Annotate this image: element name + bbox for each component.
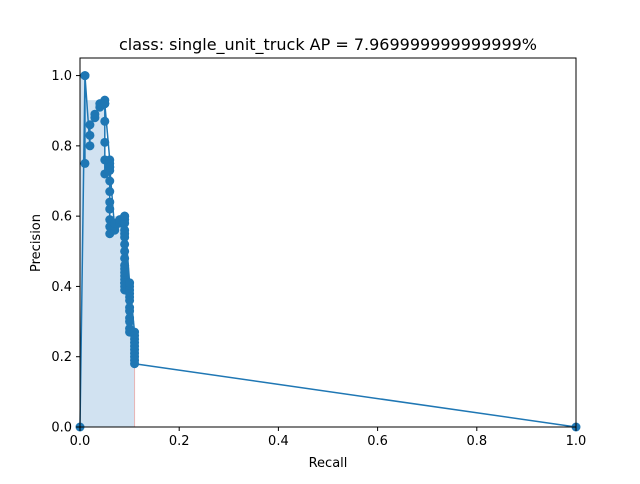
data-point bbox=[125, 278, 135, 288]
data-point bbox=[105, 204, 115, 214]
y-axis-label: Precision bbox=[29, 214, 44, 272]
data-point bbox=[105, 176, 115, 186]
data-point bbox=[100, 137, 110, 147]
axes-frame bbox=[79, 57, 577, 428]
data-point bbox=[80, 158, 90, 168]
data-point bbox=[125, 306, 135, 316]
data-point bbox=[120, 267, 130, 277]
x-axis-label: Recall bbox=[309, 456, 348, 471]
data-point bbox=[105, 187, 115, 197]
data-point bbox=[120, 211, 130, 221]
data-point bbox=[90, 109, 100, 119]
x-tick-label: 0.6 bbox=[367, 434, 388, 449]
x-tick-label: 0.4 bbox=[268, 434, 289, 449]
data-point bbox=[105, 197, 115, 207]
data-point bbox=[85, 120, 95, 130]
plot-area: 0.0 0.2 0.4 0.6 0.8 1.0 0.0 0.2 0.4 0.6 0.8 1.0 bbox=[51, 57, 587, 449]
y-tick-label: 1.0 bbox=[51, 69, 72, 84]
data-point bbox=[120, 253, 130, 263]
data-point bbox=[130, 359, 140, 369]
data-point bbox=[80, 71, 90, 81]
y-tick-label: 0.2 bbox=[51, 350, 72, 365]
y-tick-label: 0.6 bbox=[51, 210, 72, 225]
data-point bbox=[100, 99, 110, 109]
x-tick-label: 0.0 bbox=[70, 434, 91, 449]
data-point bbox=[120, 218, 130, 228]
chart-title: class: single_unit_truck AP = 7.96999999… bbox=[119, 35, 537, 55]
x-tick-label: 0.8 bbox=[466, 434, 487, 449]
y-tick-label: 0.0 bbox=[51, 421, 72, 436]
data-point bbox=[120, 246, 130, 256]
x-tick-label: 1.0 bbox=[566, 434, 587, 449]
data-point bbox=[125, 295, 135, 305]
data-point bbox=[105, 162, 115, 172]
data-point bbox=[85, 141, 95, 151]
x-tick-label: 0.2 bbox=[169, 434, 190, 449]
data-point bbox=[120, 239, 130, 249]
data-point bbox=[120, 232, 130, 242]
data-point bbox=[125, 317, 135, 327]
interpolated-area bbox=[80, 75, 135, 428]
y-tick-label: 0.8 bbox=[51, 139, 72, 154]
data-point bbox=[100, 116, 110, 126]
y-tick-label: 0.4 bbox=[51, 280, 72, 295]
data-point bbox=[85, 130, 95, 140]
